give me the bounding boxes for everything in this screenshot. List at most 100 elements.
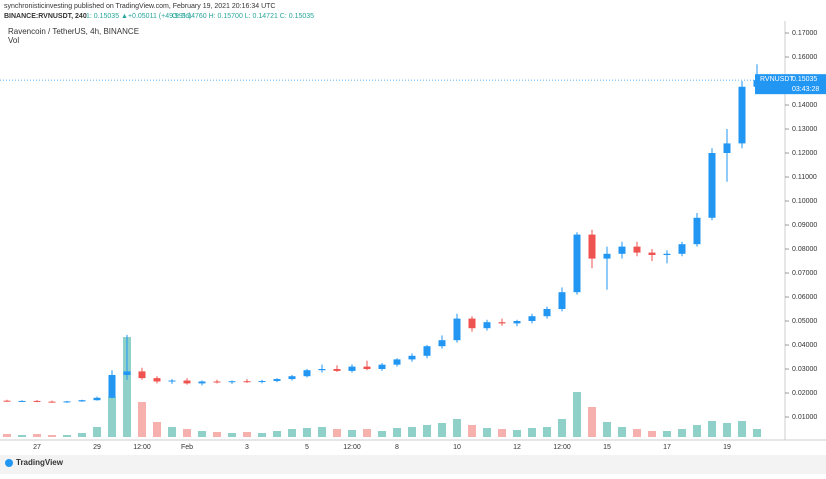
candle-body [33,400,41,402]
volume-bar [648,431,656,437]
volume-bar [348,430,356,437]
volume-bar [303,428,311,437]
candle-body [333,369,341,371]
volume-bar [63,435,71,437]
ohlc-line: O: 0.14760 H: 0.15700 L: 0.14721 C: 0.15… [172,13,314,20]
x-tick-label: 29 [93,444,101,451]
volume-bar [483,428,491,437]
candle-body [3,400,11,402]
candle-body [648,252,656,255]
candle-body [708,153,716,218]
footer-brand: TradingView [16,458,64,467]
candle-body [303,370,311,377]
volume-bar [138,402,146,437]
volume-bar [708,421,716,437]
candle-body [93,397,101,401]
candle-body [438,340,446,347]
volume-bar [663,431,671,437]
candle-body [498,322,506,324]
legend-title: Ravencoin / TetherUS, 4h, BINANCE [8,27,139,36]
volume-bar [48,435,56,437]
volume-bar [153,422,161,437]
y-tick-label: 0.07000 [792,270,817,277]
candle-body [183,380,191,384]
candle-body [723,143,731,153]
candle-body [153,378,161,382]
candle-body [513,321,521,324]
candle-body [138,371,146,379]
volume-bar [93,427,101,437]
published-line: synchronisticinvesting published on Trad… [4,3,275,10]
volume-bar [408,427,416,437]
x-tick-label: 8 [395,444,399,451]
candle-body [738,86,746,144]
candle-body [48,401,56,403]
candle-body [693,217,701,245]
volume-bar [183,429,191,437]
x-tick-label: 12 [513,444,521,451]
volume-bar [573,392,581,437]
candle-body [618,246,626,254]
x-tick-label: 12:00 [133,444,151,451]
candle-body [363,366,371,369]
candle-body [168,380,176,382]
candle-body [288,376,296,380]
candle-body [588,234,596,259]
candle-body [18,400,26,402]
volume-bar [438,423,446,437]
volume-bar [468,425,476,437]
x-tick-label: 5 [305,444,309,451]
candle-body [408,355,416,360]
volume-bar [318,427,326,437]
candle-body [423,346,431,356]
volume-bar [618,427,626,437]
candle-body [213,381,221,383]
y-tick-label: 0.03000 [792,366,817,373]
y-tick-label: 0.08000 [792,246,817,253]
y-tick-label: 0.14000 [792,102,817,109]
volume-bar [108,397,116,437]
volume-bar [558,419,566,437]
price-label-symbol: RVNUSDT [760,76,794,83]
symbol-line: BINANCE:RVNUSDT, 240 [4,13,87,20]
x-tick-label: 17 [663,444,671,451]
volume-bar [123,337,131,437]
candle-body [393,359,401,365]
volume-bar [633,429,641,437]
volume-bar [738,421,746,437]
volume-bar [528,428,536,437]
volume-bar [228,433,236,437]
candle-body [63,401,71,403]
volume-bar [168,427,176,437]
volume-bar [513,430,521,437]
x-tick-label: 15 [603,444,611,451]
candle-body [453,318,461,341]
volume-bar [3,434,11,437]
volume-bar [243,432,251,437]
candle-body [318,369,326,371]
x-tick-label: 27 [33,444,41,451]
y-tick-label: 0.09000 [792,222,817,229]
candle-body [198,381,206,384]
y-tick-label: 0.16000 [792,54,817,61]
y-tick-label: 0.13000 [792,126,817,133]
candle-body [123,371,131,375]
candle-body [378,364,386,369]
y-tick-label: 0.17000 [792,30,817,37]
legend-vol: Vol [8,36,19,45]
change-line: 1: 0.15035 ▲+0.05011 (+49.99%) [86,13,191,20]
volume-bar [288,429,296,437]
candle-body [633,246,641,253]
candle-body [558,292,566,309]
y-tick-label: 0.12000 [792,150,817,157]
y-tick-label: 0.05000 [792,318,817,325]
candle-body [528,316,536,321]
price-label-countdown: 03:43:28 [792,86,819,93]
y-tick-label: 0.10000 [792,198,817,205]
candle-body [273,379,281,381]
volume-bar [258,433,266,437]
y-tick-label: 0.04000 [792,342,817,349]
volume-bar [363,429,371,437]
candle-body [243,381,251,383]
volume-bar [678,429,686,437]
